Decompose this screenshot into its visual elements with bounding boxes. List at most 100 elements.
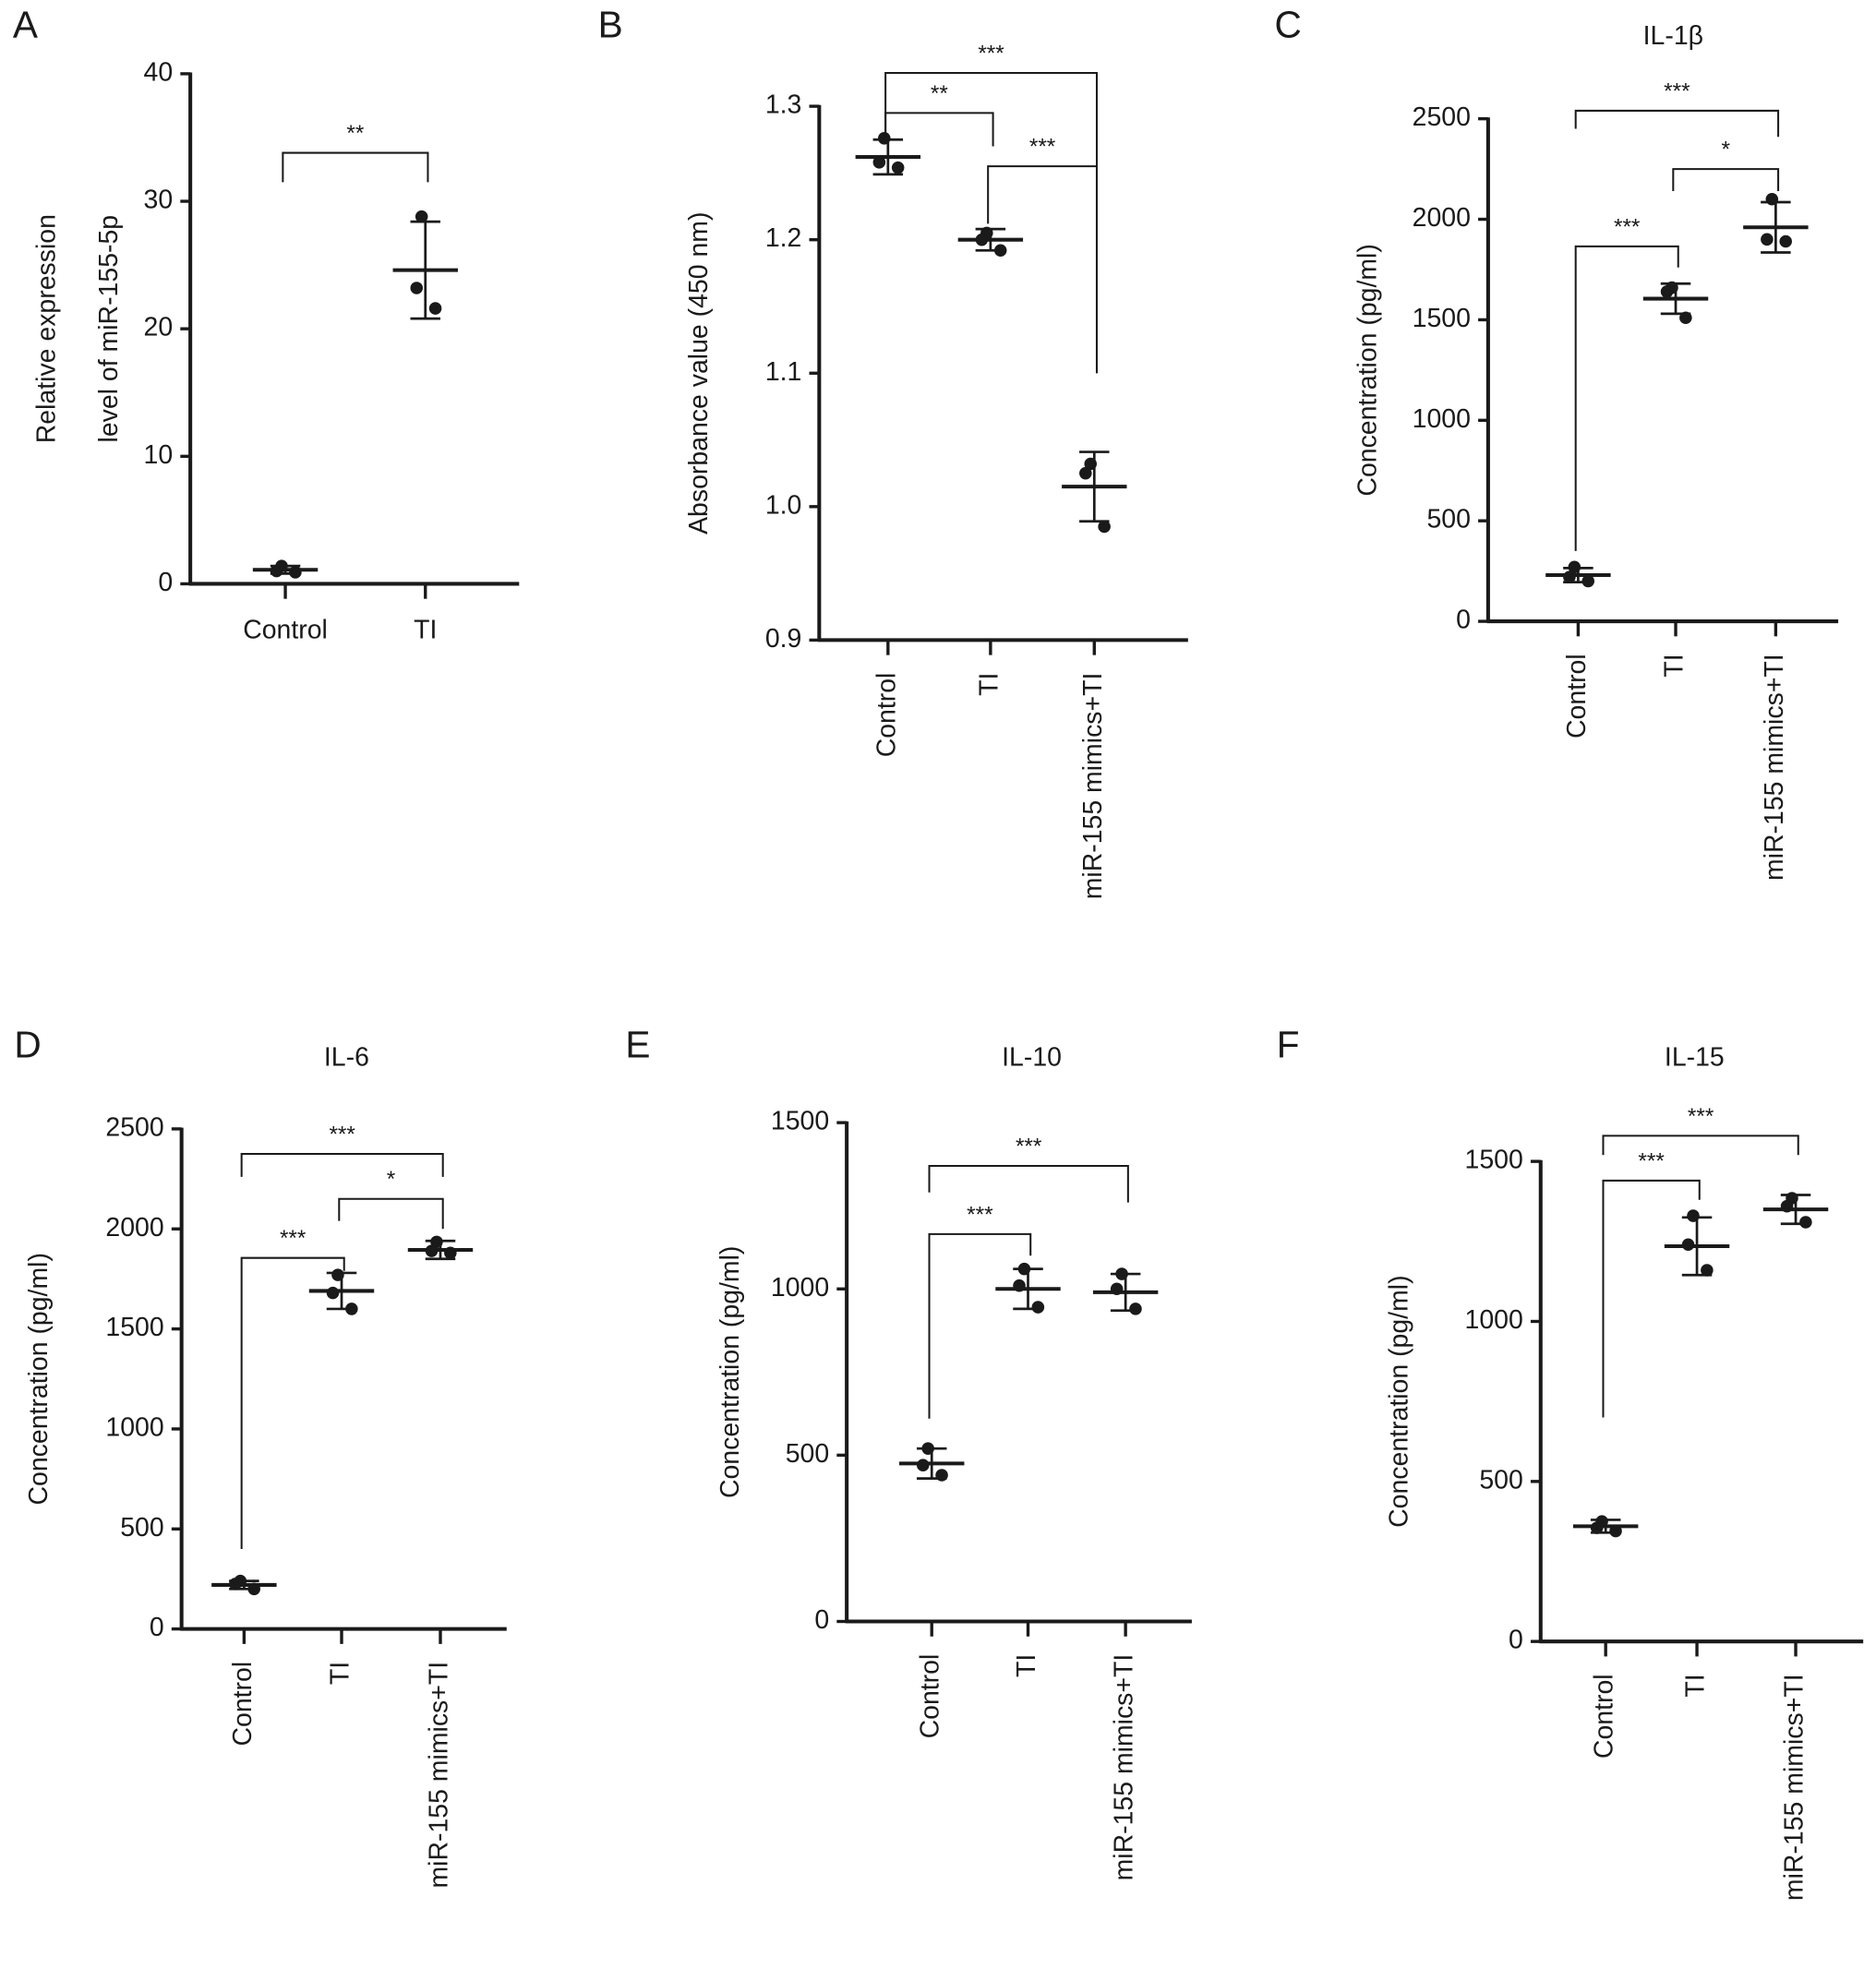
y-tick-label: 20 bbox=[144, 313, 174, 342]
data-point bbox=[425, 1244, 439, 1257]
y-axis-label: Concentration (pg/ml) bbox=[24, 1253, 54, 1505]
y-axis-label: Absorbance value (450 nm) bbox=[684, 212, 714, 534]
panel-e: E IL-10 0 500 1000 1500 Concentration (pg/ml) C… bbox=[625, 1024, 1192, 1881]
x-tick-label: Control bbox=[872, 673, 901, 758]
y-tick-label: 1.3 bbox=[765, 90, 802, 120]
significance-bracket bbox=[338, 1197, 444, 1230]
x-tick-label: miR-155 mimics+TI bbox=[1078, 673, 1108, 900]
group-0 bbox=[1572, 1515, 1639, 1538]
data-point bbox=[1129, 1303, 1142, 1315]
significance-bracket bbox=[928, 1232, 1032, 1419]
y-tick-label: 1500 bbox=[105, 1313, 163, 1342]
group-1 bbox=[1642, 281, 1709, 325]
significance-label: *** bbox=[1638, 1148, 1665, 1173]
data-point bbox=[1660, 285, 1674, 298]
data-point bbox=[289, 566, 302, 579]
data-point bbox=[1780, 1199, 1794, 1213]
data-point bbox=[1679, 311, 1692, 325]
significance-bracket bbox=[987, 165, 1099, 374]
group-1 bbox=[957, 226, 1024, 258]
group-0 bbox=[899, 1442, 965, 1482]
y-tick-label: 10 bbox=[144, 440, 174, 470]
data-point bbox=[270, 564, 283, 578]
data-point bbox=[331, 1268, 344, 1281]
panel-b: B 0.9 1.0 1.1 1.2 1.3 Absorbance value (450 nm… bbox=[598, 4, 1188, 900]
significance-label: *** bbox=[280, 1226, 307, 1251]
y-axis-label: level of miR-155-5p bbox=[94, 215, 124, 443]
y-tick-label: 1000 bbox=[1465, 1305, 1523, 1335]
y-tick-label: 2500 bbox=[1413, 102, 1471, 132]
data-point bbox=[229, 1578, 242, 1591]
panel-label: C bbox=[1275, 4, 1302, 46]
significance-bracket bbox=[1602, 1179, 1701, 1418]
significance-bracket bbox=[240, 1256, 345, 1549]
significance-label: *** bbox=[978, 41, 1004, 66]
significance-label: ** bbox=[931, 81, 948, 106]
panel-label: E bbox=[625, 1024, 650, 1066]
x-tick-label: miR-155 mimics+TI bbox=[1110, 1654, 1139, 1881]
data-point bbox=[1079, 466, 1092, 480]
data-point bbox=[1017, 1262, 1031, 1276]
data-point bbox=[1563, 570, 1576, 583]
panel-d: D IL-6 0 500 1000 1500 2000 2500 Concentration (… bbox=[14, 1024, 507, 1889]
data-point bbox=[1098, 520, 1111, 534]
data-point bbox=[428, 302, 442, 315]
group-2 bbox=[407, 1235, 474, 1261]
group-1 bbox=[995, 1262, 1061, 1314]
significance-label: *** bbox=[1016, 1134, 1042, 1159]
x-tick-label: Control bbox=[1562, 654, 1592, 738]
data-point bbox=[415, 210, 428, 223]
y-tick-label: 0 bbox=[1509, 1626, 1523, 1655]
data-point bbox=[1110, 1282, 1124, 1296]
significance-label: *** bbox=[967, 1202, 993, 1227]
significance-label: *** bbox=[329, 1122, 355, 1147]
y-tick-label: 1500 bbox=[1465, 1146, 1523, 1175]
x-tick-label: miR-155 mimics+TI bbox=[425, 1662, 454, 1889]
y-axis-label: Concentration (pg/ml) bbox=[716, 1246, 745, 1498]
x-tick-label: miR-155 mimics+TI bbox=[1760, 654, 1789, 881]
y-tick-label: 500 bbox=[1426, 505, 1470, 534]
significance-label: *** bbox=[1614, 214, 1641, 239]
significance-label: *** bbox=[1029, 135, 1056, 160]
data-point bbox=[1687, 1209, 1700, 1222]
panel-label: D bbox=[14, 1024, 41, 1066]
y-tick-label: 2000 bbox=[1413, 203, 1471, 233]
data-point bbox=[1013, 1279, 1026, 1292]
group-1 bbox=[1664, 1209, 1730, 1277]
data-point bbox=[247, 1582, 260, 1596]
y-tick-label: 1000 bbox=[105, 1412, 163, 1442]
data-point bbox=[872, 156, 886, 169]
data-point bbox=[1799, 1216, 1812, 1229]
y-tick-label: 0.9 bbox=[765, 624, 802, 654]
data-point bbox=[1115, 1267, 1128, 1280]
data-point bbox=[1701, 1264, 1714, 1277]
data-point bbox=[975, 233, 989, 246]
x-tick-label: TI bbox=[1012, 1654, 1041, 1677]
panel-label: F bbox=[1277, 1024, 1300, 1066]
y-tick-label: 0 bbox=[150, 1613, 164, 1642]
x-tick-label: TI bbox=[1660, 654, 1690, 677]
data-point bbox=[1568, 560, 1581, 574]
x-tick-label: TI bbox=[1681, 1674, 1711, 1697]
y-tick-label: 1500 bbox=[1413, 304, 1471, 333]
data-point bbox=[1084, 457, 1097, 471]
y-tick-label: 500 bbox=[786, 1439, 829, 1469]
x-tick-label: Control bbox=[243, 615, 328, 644]
data-point bbox=[935, 1469, 948, 1482]
y-tick-label: 1.1 bbox=[765, 357, 802, 387]
group-1 bbox=[392, 210, 458, 320]
panel-f: F IL-15 0 500 1000 1500 Concentration (pg/ml) C… bbox=[1277, 1024, 1864, 1901]
y-tick-label: 500 bbox=[1479, 1465, 1522, 1495]
group-0 bbox=[211, 1574, 277, 1596]
significance-bracket bbox=[1574, 245, 1679, 551]
y-tick-label: 0 bbox=[1456, 606, 1471, 635]
y-tick-label: 30 bbox=[144, 186, 174, 215]
data-point bbox=[444, 1246, 457, 1260]
data-point bbox=[1765, 192, 1779, 206]
significance-label: *** bbox=[1688, 1104, 1714, 1129]
data-point bbox=[916, 1459, 930, 1471]
x-tick-label: TI bbox=[414, 615, 437, 644]
panel-c: C IL-1β 0 500 1000 1500 2000 2500 Concentration … bbox=[1275, 4, 1839, 881]
y-tick-label: 2000 bbox=[105, 1213, 163, 1243]
